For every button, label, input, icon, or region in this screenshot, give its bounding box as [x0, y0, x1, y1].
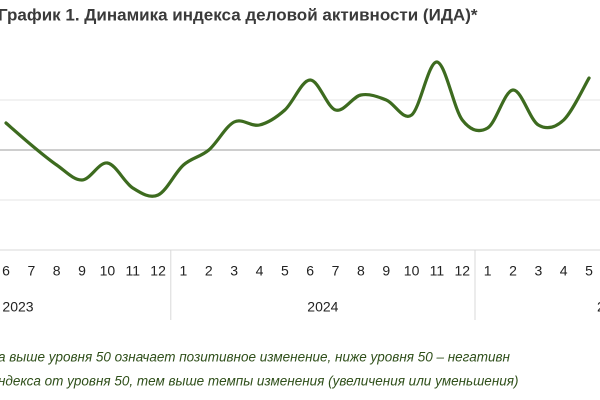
x-tick-label: 11 — [430, 263, 445, 279]
x-tick-label: 10 — [404, 263, 420, 279]
x-tick-label: 10 — [100, 263, 116, 279]
group-label: 2024 — [307, 299, 338, 315]
x-tick-label: 5 — [585, 263, 593, 279]
x-tick-label: 9 — [382, 263, 390, 279]
x-tick-label: 2 — [205, 263, 213, 279]
x-tick-label: 12 — [455, 263, 471, 279]
x-tick-label: 8 — [53, 263, 61, 279]
x-tick-label: 1 — [180, 263, 188, 279]
x-tick-label: 11 — [125, 263, 140, 279]
footnote: а выше уровня 50 означает позитивное изм… — [0, 350, 510, 365]
x-tick-label: 3 — [230, 263, 238, 279]
x-tick-label: 6 — [306, 263, 314, 279]
x-tick-label: 7 — [27, 263, 35, 279]
x-tick-label: 3 — [534, 263, 542, 279]
x-tick-label: 5 — [281, 263, 289, 279]
group-label: 2 — [597, 299, 600, 315]
chart-title: График 1. Динамика индекса деловой актив… — [0, 5, 478, 24]
x-tick-label: 7 — [332, 263, 340, 279]
data-line — [4, 60, 591, 198]
x-tick-label: 9 — [78, 263, 86, 279]
x-tick-label: 4 — [256, 263, 264, 279]
x-tick-label: 4 — [560, 263, 568, 279]
x-tick-label: 1 — [484, 263, 492, 279]
x-tick-label: 8 — [357, 263, 365, 279]
x-tick-label: 2 — [509, 263, 517, 279]
x-tick-label: 6 — [2, 263, 10, 279]
group-label: 2023 — [2, 299, 33, 315]
x-tick-label: 12 — [150, 263, 166, 279]
footnote: ндекса от уровня 50, тем выше темпы изме… — [0, 374, 518, 389]
